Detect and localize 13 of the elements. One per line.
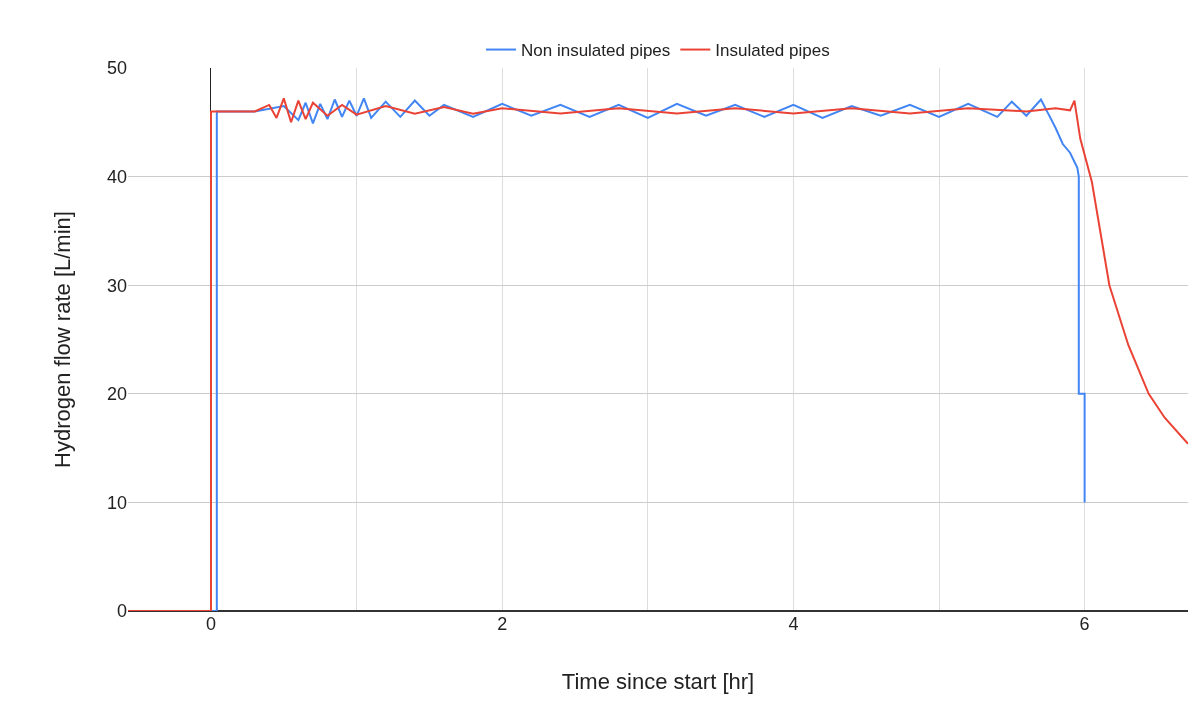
legend-label: Non insulated pipes	[521, 41, 671, 61]
y-tick-label: 30	[106, 275, 127, 296]
y-axis-title: Hydrogen flow rate [L/min]	[49, 211, 75, 468]
y-tick-label: 20	[106, 384, 127, 405]
y-tick-label: 10	[106, 492, 127, 513]
y-tick-label: 40	[106, 166, 127, 187]
x-tick-label: 0	[205, 614, 216, 634]
x-tick-label: 4	[788, 614, 799, 634]
x-tick-label: 2	[497, 614, 508, 634]
x-axis-title: Time since start [hr]	[561, 668, 755, 694]
x-tick-label: 6	[1079, 614, 1090, 634]
y-tick-label: 50	[106, 58, 127, 79]
legend-label: Insulated pipes	[715, 41, 830, 61]
